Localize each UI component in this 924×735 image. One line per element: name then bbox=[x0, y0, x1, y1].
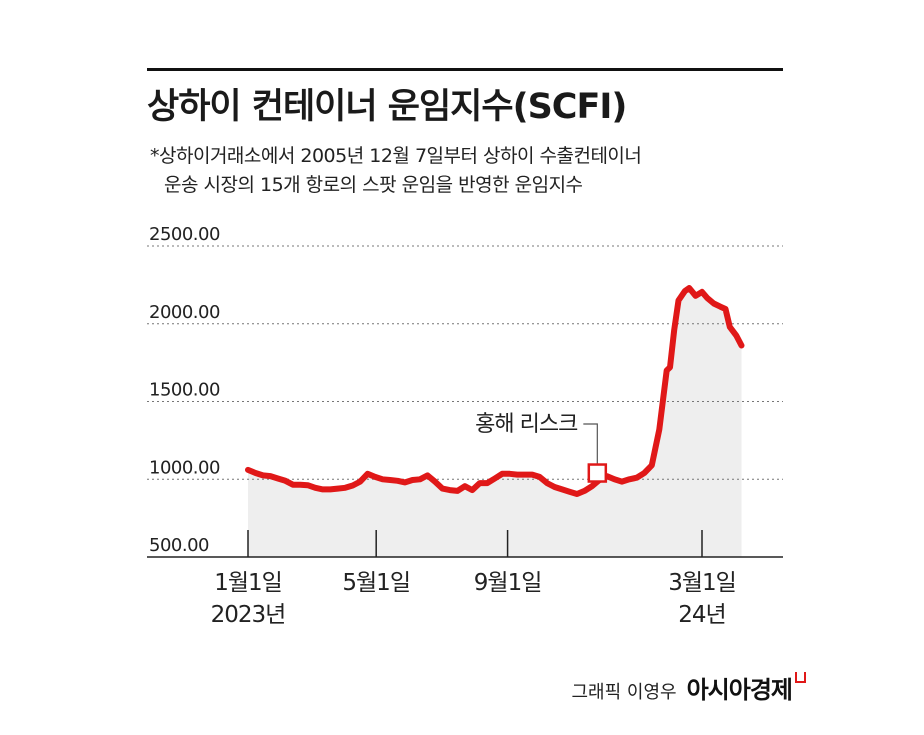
y-tick-label: 500.00 bbox=[149, 535, 209, 556]
brand-logo: 아시아경제 bbox=[687, 670, 806, 705]
chart-title: 상하이 컨테이너 운임지수(SCFI) bbox=[147, 87, 627, 127]
note-line-2: 운송 시장의 15개 항로의 스팟 운임을 반영한 운임지수 bbox=[164, 174, 583, 196]
top-rule bbox=[147, 68, 783, 71]
x-tick-label: 9월1일 bbox=[474, 570, 542, 596]
x-tick-label-year: 24년 bbox=[678, 602, 725, 628]
x-tick-label: 3월1일 bbox=[668, 570, 736, 596]
footer: 그래픽 이영우 아시아경제 bbox=[571, 670, 806, 705]
y-tick-label: 1500.00 bbox=[149, 380, 220, 401]
annotation-marker bbox=[587, 463, 608, 483]
brand-mark-icon bbox=[795, 672, 806, 683]
annotation-leader bbox=[583, 423, 598, 465]
graphic-credit: 그래픽 이영우 bbox=[571, 682, 677, 703]
brand-name: 아시아경제 bbox=[686, 676, 793, 704]
chart-note: *상하이거래소에서 2005년 12월 7일부터 상하이 수출컨테이너 운송 시… bbox=[150, 142, 642, 200]
series-line bbox=[245, 285, 745, 497]
y-tick-label: 2500.00 bbox=[149, 224, 220, 245]
x-tick-label: 1월1일 bbox=[214, 570, 282, 596]
note-line-1: *상하이거래소에서 2005년 12월 7일부터 상하이 수출컨테이너 bbox=[150, 145, 642, 167]
y-tick-label: 2000.00 bbox=[149, 302, 220, 323]
y-tick-label: 1000.00 bbox=[149, 457, 220, 478]
annotation-label: 홍해 리스크 bbox=[475, 412, 578, 437]
x-tick-label: 5월1일 bbox=[342, 570, 410, 596]
x-tick-label-year: 2023년 bbox=[211, 602, 286, 628]
area-fill bbox=[248, 288, 742, 557]
